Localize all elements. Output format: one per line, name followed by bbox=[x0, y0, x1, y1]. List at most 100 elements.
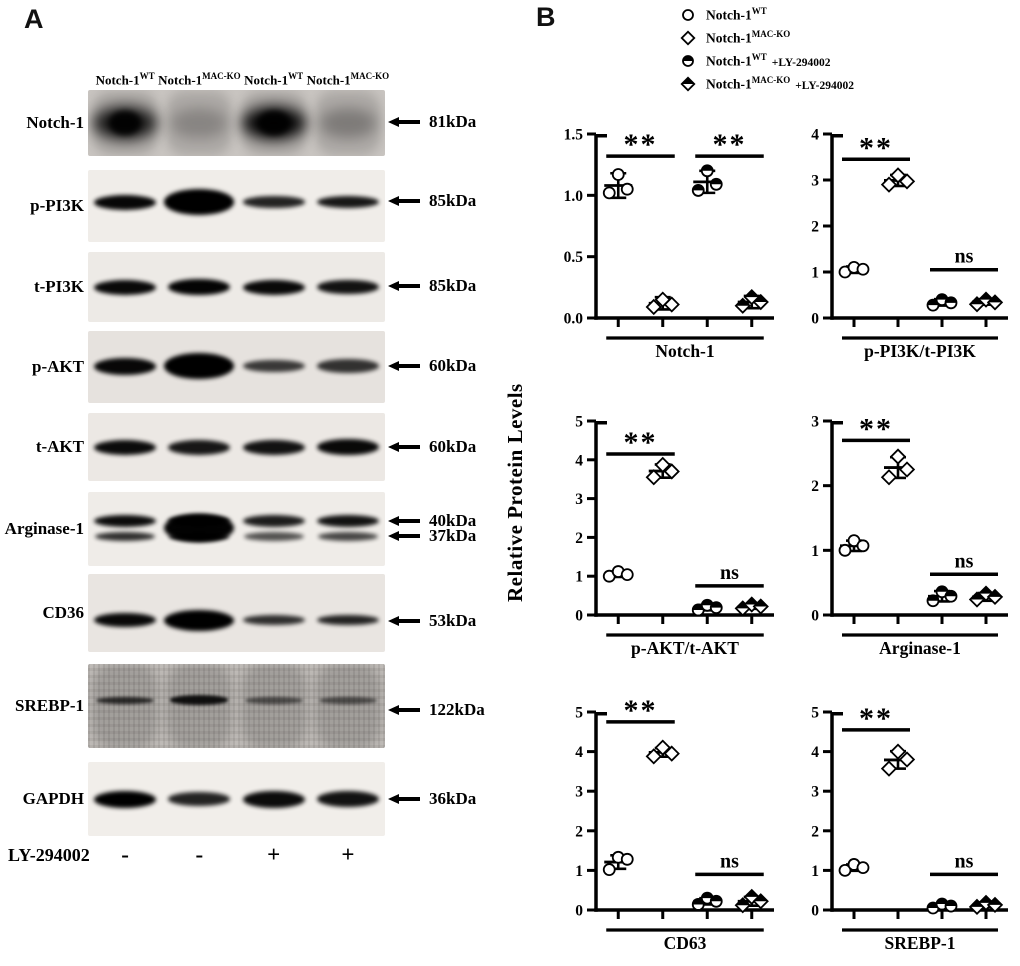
data-point-half-fill bbox=[970, 297, 984, 305]
y-tick-label: 1 bbox=[811, 863, 819, 880]
y-tick-label: 3 bbox=[811, 414, 819, 431]
data-point bbox=[645, 748, 662, 765]
left-arrow-icon bbox=[388, 516, 399, 526]
y-tick-label: 4 bbox=[575, 744, 583, 761]
blot-band bbox=[316, 515, 379, 527]
blot-label: p-AKT bbox=[32, 357, 84, 376]
y-tick-label: 2 bbox=[575, 530, 583, 547]
data-point bbox=[620, 852, 634, 866]
blot-strip bbox=[88, 331, 385, 403]
y-tick-label: 2 bbox=[575, 823, 583, 840]
mw-value: 37kDa bbox=[429, 526, 477, 545]
mw-value: 81kDa bbox=[429, 112, 477, 131]
significance-label: ns bbox=[955, 246, 974, 268]
y-tick-label: 5 bbox=[575, 705, 583, 722]
blot-label: GAPDH bbox=[22, 789, 84, 808]
data-point bbox=[663, 463, 680, 480]
lane-smear bbox=[166, 90, 233, 156]
scatter-plot-Arginase-1: 0 1 2 3 Arginase-1 ** ns bbox=[788, 405, 1018, 667]
y-tick-label: 5 bbox=[811, 705, 819, 722]
treatment-sign: + bbox=[267, 842, 281, 867]
legend-label: Notch-1WT bbox=[706, 6, 767, 23]
legend-label: Notch-1MAC-KO bbox=[706, 29, 791, 46]
data-point bbox=[645, 298, 662, 316]
treatment-sign: - bbox=[121, 842, 129, 867]
data-point-half-fill bbox=[945, 297, 957, 303]
left-arrow-icon bbox=[388, 361, 399, 371]
data-point bbox=[654, 456, 671, 473]
blot-band bbox=[316, 438, 379, 456]
blot-band bbox=[242, 439, 305, 455]
significance-label: ns bbox=[720, 850, 739, 872]
mw-value: 60kDa bbox=[429, 356, 477, 375]
y-tick-label: 1.0 bbox=[564, 188, 584, 205]
data-point-half-fill bbox=[945, 900, 957, 907]
plot-svg: 0 1 2 3 4 p-PI3K/t-PI3K ** ns bbox=[811, 127, 1008, 361]
plot-title: CD63 bbox=[664, 933, 707, 953]
blot-band bbox=[94, 194, 157, 210]
y-tick-label: 3 bbox=[811, 173, 819, 190]
data-point-half-fill bbox=[927, 299, 939, 306]
left-arrow-icon bbox=[388, 196, 399, 206]
blot-strip bbox=[88, 492, 385, 566]
plot-svg: 0 1 2 3 4 5 CD63 ** ns bbox=[575, 694, 774, 953]
left-arrow-icon bbox=[388, 442, 399, 452]
mw-marker: 85kDa bbox=[388, 276, 477, 295]
left-arrow-icon bbox=[388, 616, 399, 626]
lane-header: Notch-1MAC-KO bbox=[306, 71, 390, 88]
y-tick-label: 0 bbox=[811, 903, 819, 920]
scatter-plot-p-PI3K/t-PI3K: 0 1 2 3 4 p-PI3K/t-PI3K ** ns bbox=[788, 118, 1018, 370]
blot-band bbox=[94, 279, 157, 295]
data-point-half-fill bbox=[744, 890, 759, 897]
data-point-half-fill bbox=[927, 595, 939, 601]
data-point bbox=[880, 176, 898, 193]
blot-band bbox=[170, 107, 229, 139]
data-point bbox=[645, 469, 662, 486]
left-arrow-shaft bbox=[399, 519, 420, 523]
data-point bbox=[889, 448, 907, 465]
left-arrow-shaft bbox=[399, 199, 420, 203]
data-point bbox=[838, 863, 852, 877]
y-tick-label: 2 bbox=[811, 823, 819, 840]
y-tick-label: 5 bbox=[575, 414, 583, 431]
significance-label: ** bbox=[859, 131, 893, 164]
mw-value: 85kDa bbox=[429, 276, 477, 295]
mw-marker: 81kDa bbox=[388, 112, 477, 131]
mw-value: 85kDa bbox=[429, 191, 477, 210]
data-point-half-fill bbox=[692, 898, 704, 905]
lane-smear bbox=[240, 664, 307, 748]
data-point-half-fill bbox=[692, 184, 704, 191]
data-point bbox=[620, 182, 634, 196]
blot-band bbox=[168, 278, 231, 296]
blot-band bbox=[94, 357, 157, 375]
panel-b-legend: Notch-1WT Notch-1MAC-KO Notch-1WT +LY-29400… bbox=[680, 6, 854, 99]
data-point-half-fill bbox=[979, 895, 993, 903]
open-diamond-icon bbox=[680, 30, 696, 46]
lane-header: Notch-1WT bbox=[244, 71, 304, 88]
left-arrow-icon bbox=[388, 794, 399, 804]
data-point bbox=[611, 168, 625, 181]
blot-band bbox=[168, 515, 231, 527]
y-tick-label: 2 bbox=[811, 219, 819, 236]
legend-item: Notch-1WT bbox=[680, 6, 854, 23]
blot-label: Notch-1 bbox=[26, 113, 84, 132]
blot-band bbox=[316, 196, 379, 208]
data-point bbox=[856, 861, 870, 875]
scatter-plot-SREBP-1: 0 1 2 3 4 5 SREBP-1 ** ns bbox=[788, 696, 1018, 962]
y-tick-label: 2 bbox=[811, 478, 819, 495]
blot-band-core bbox=[257, 111, 290, 135]
mw-marker: 53kDa bbox=[388, 611, 476, 630]
y-tick-label: 0 bbox=[811, 311, 819, 328]
treatment-label: LY-294002 bbox=[8, 845, 90, 865]
data-point-half-fill bbox=[681, 77, 695, 84]
blot-strip bbox=[88, 252, 385, 322]
left-arrow-shaft bbox=[399, 364, 420, 368]
blot-label: t-AKT bbox=[35, 437, 84, 456]
blot-strip bbox=[88, 762, 385, 836]
lane-smear bbox=[314, 90, 381, 156]
legend-item: Notch-1MAC-KO +LY-294002 bbox=[680, 75, 854, 92]
plot-title: p-PI3K/t-PI3K bbox=[864, 341, 976, 361]
scatter-plot-Notch-1: 0.0 0.5 1.0 1.5 Notch-1 ** ** bbox=[552, 118, 784, 370]
panel-b-y-axis-label: Relative Protein Levels bbox=[503, 383, 527, 602]
y-tick-label: 4 bbox=[811, 744, 819, 761]
